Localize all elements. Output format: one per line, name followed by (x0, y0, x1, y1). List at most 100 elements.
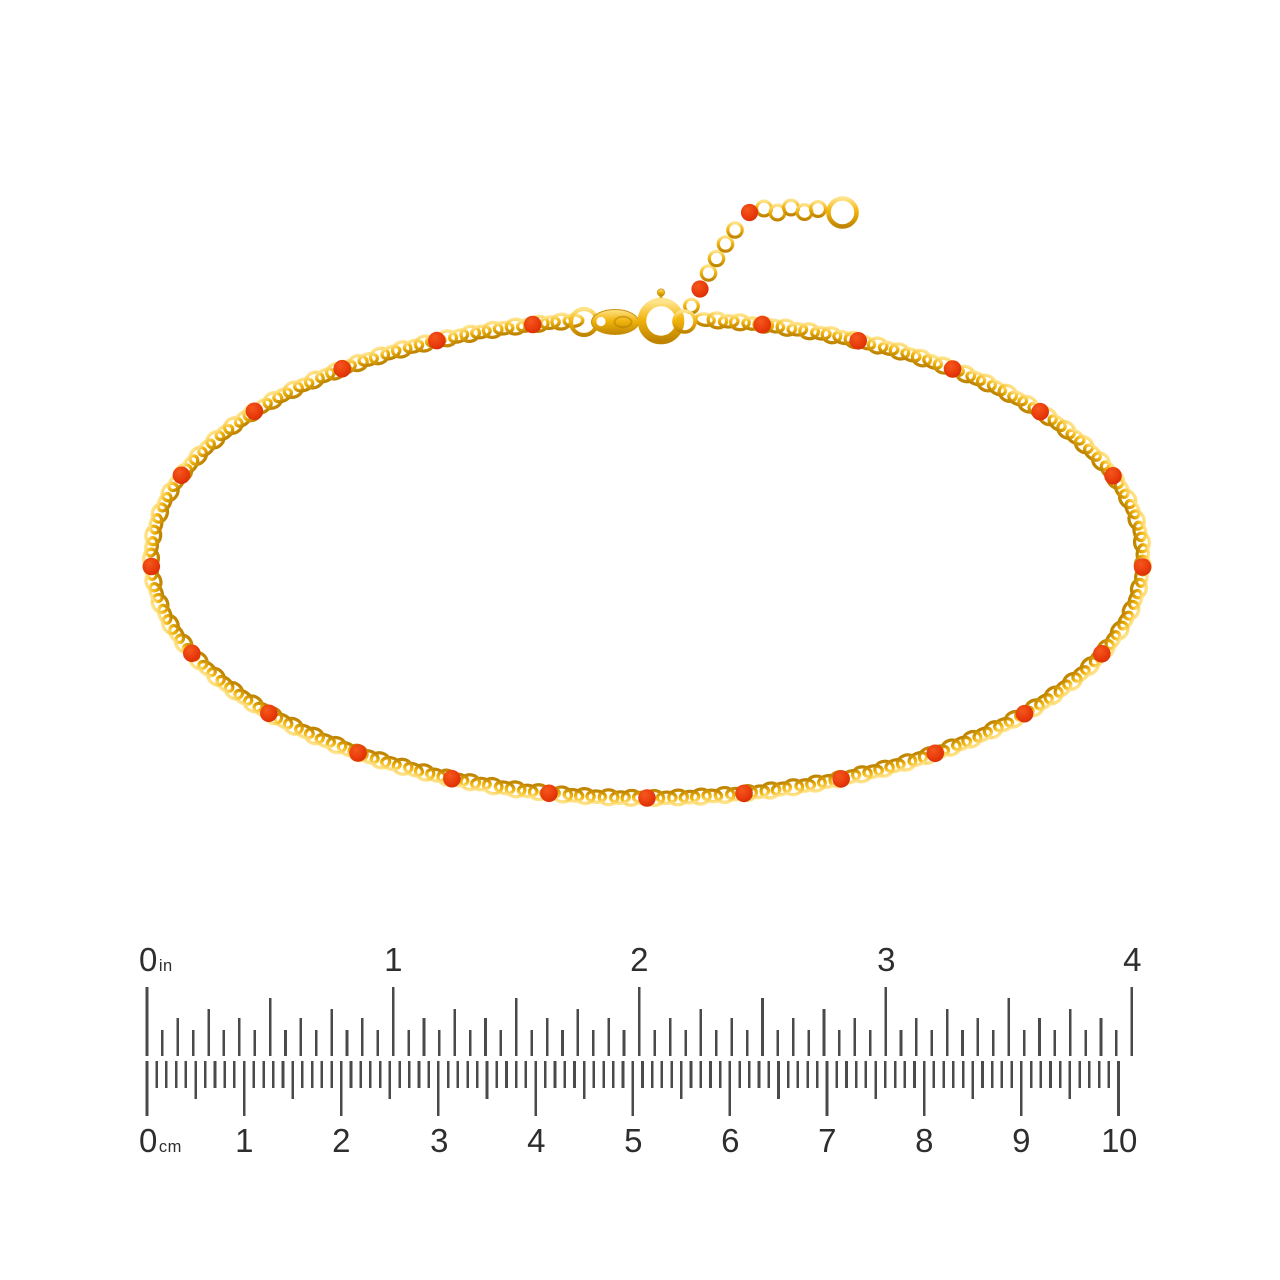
chain-link (713, 785, 736, 805)
chain-link (759, 781, 782, 800)
chain-link (303, 370, 325, 390)
cm-label-1: 1 (235, 1122, 253, 1159)
chain-link (492, 320, 515, 336)
enamel-bead (1093, 645, 1111, 663)
chain-links (141, 311, 1152, 808)
chain-link (678, 789, 701, 805)
enamel-bead (926, 744, 944, 763)
chain-link (770, 781, 793, 797)
cm-label-10: 10 (1101, 1122, 1137, 1159)
chain-link (1061, 671, 1083, 692)
chain-link (895, 753, 918, 772)
junction-ring (672, 309, 697, 334)
enamel-bead (638, 789, 656, 807)
enamel-bead (1015, 704, 1034, 723)
chain-link (1091, 451, 1111, 472)
chain-link (798, 322, 821, 341)
chain-link (1117, 610, 1135, 631)
chain-link (775, 318, 798, 337)
cm-label-8: 8 (915, 1122, 933, 1159)
enamel-bead (245, 402, 264, 421)
chain-link (706, 311, 729, 330)
chain-link (242, 694, 264, 714)
enamel-bead (183, 644, 201, 663)
chain-link (293, 723, 315, 740)
chain-link (469, 776, 492, 792)
chain-link (717, 313, 740, 329)
chain-link (160, 481, 180, 503)
chain-link (951, 735, 973, 752)
chain-link (1127, 588, 1144, 611)
chain-link (391, 757, 414, 776)
chain-link (1056, 419, 1077, 440)
chain-link (585, 789, 608, 805)
chain-link (1109, 620, 1130, 641)
chain-link (873, 759, 895, 778)
cm-label-6: 6 (721, 1122, 739, 1159)
chain-link (1073, 434, 1095, 455)
chain-link (447, 328, 470, 344)
chain-link (805, 774, 827, 793)
chain-link (1121, 599, 1141, 621)
chain-link (144, 524, 163, 547)
cm-label-0-number: 0 (139, 1122, 157, 1159)
chain-link (850, 765, 873, 784)
chain-link (314, 367, 336, 384)
extension-chain-link (716, 235, 735, 253)
inch-label-0: 0 in (139, 941, 173, 978)
inch-label-0-number: 0 (139, 941, 157, 978)
chain-link (888, 342, 911, 361)
chain-link (1129, 577, 1149, 600)
chain-link (810, 325, 832, 341)
enamel-bead (540, 784, 558, 803)
chain-link (214, 423, 235, 442)
chain-link (504, 780, 527, 799)
chain-link (188, 445, 209, 467)
chain-link (992, 716, 1015, 733)
chain-link (701, 788, 724, 804)
chain-link (1053, 679, 1073, 699)
enamel-bead (753, 315, 772, 334)
chain-link (233, 688, 254, 707)
inch-label-2: 2 (630, 941, 648, 978)
chain-link (689, 787, 712, 806)
chain-link (459, 773, 482, 792)
cm-label-2: 2 (332, 1122, 350, 1159)
chain-link (965, 370, 987, 387)
spring-ring-clasp (637, 288, 685, 345)
chain-link (303, 726, 326, 746)
chain-link (470, 324, 492, 340)
chain-link (272, 387, 294, 404)
chain-link (160, 613, 180, 636)
chain-link (205, 666, 226, 687)
enamel-bead (740, 203, 759, 222)
chain-link (1007, 390, 1029, 407)
enamel-bead (349, 744, 367, 762)
inch-label-1: 1 (384, 941, 402, 978)
enamel-bead (523, 315, 542, 334)
chain-link (786, 321, 809, 337)
chain-link (667, 788, 690, 807)
enamel-bead (832, 770, 850, 788)
chain-link (866, 336, 889, 355)
chain-link (168, 624, 186, 645)
extension-chain (683, 196, 859, 315)
cm-label-0: 0 cm (139, 1122, 182, 1159)
chain-link (907, 750, 929, 768)
enamel-bead (333, 359, 352, 378)
chain-link (1083, 443, 1103, 462)
extension-chain-link (808, 200, 827, 219)
chain-link (972, 726, 994, 743)
enamel-bead (1104, 467, 1122, 485)
chain-link (197, 659, 217, 678)
extension-chain-link (699, 264, 718, 282)
chain-link (262, 390, 284, 410)
enamel-bead (691, 280, 709, 298)
chain-link (982, 720, 1004, 740)
chain-link (562, 787, 585, 803)
chain-link (148, 513, 164, 535)
clasp-assembly (568, 288, 697, 345)
enamel-bead (260, 704, 278, 723)
